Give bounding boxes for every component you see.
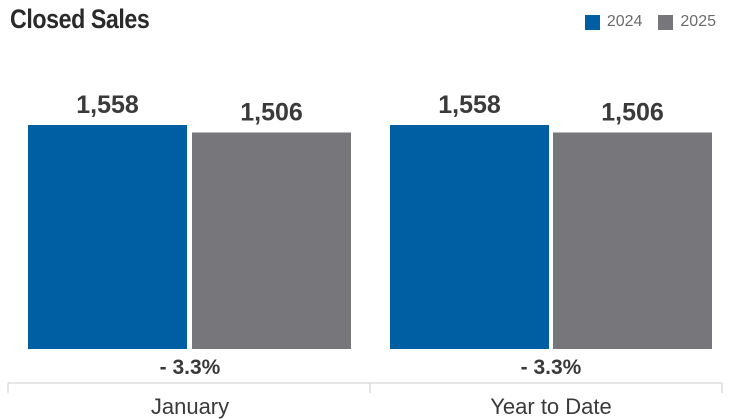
legend-label-2025: 2025 [680,13,716,30]
category-label-0: January [151,394,229,419]
bar-2025-0 [192,132,351,349]
category-label-1: Year to Date [490,394,612,419]
value-label-2025-0: 1,506 [240,98,303,126]
bar-2025-1 [553,132,712,349]
chart-title: Closed Sales [10,4,150,34]
legend-swatch-2025 [658,14,674,30]
legend-item-2025: 2025 [658,13,716,31]
value-label-2025-1: 1,506 [601,98,664,126]
legend-swatch-2024 [584,14,600,30]
change-label-1: - 3.3% [521,356,582,379]
value-label-2024-1: 1,558 [438,91,501,119]
legend-item-2024: 2024 [584,13,643,31]
value-label-2024-0: 1,558 [76,91,139,119]
legend-label-2024: 2024 [606,13,643,30]
legend: 2024 2025 [569,13,716,31]
bar-2024-1 [390,125,549,349]
bar-2024-0 [28,125,187,349]
change-label-0: - 3.3% [160,356,221,379]
